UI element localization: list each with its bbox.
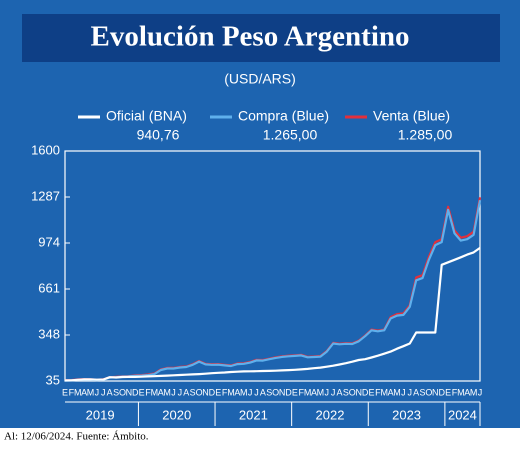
x-tick-label: D	[209, 387, 216, 397]
x-tick-label: F	[298, 387, 304, 397]
legend-label: Oficial (BNA)	[106, 108, 187, 124]
x-tick-label: A	[337, 387, 343, 397]
x-tick-label: M	[470, 387, 478, 397]
year-label: 2019	[86, 407, 115, 422]
title-banner	[22, 14, 500, 62]
x-tick-label: S	[420, 387, 426, 397]
x-tick-label: O	[196, 387, 203, 397]
x-tick-label: M	[87, 387, 95, 397]
x-tick-label: N	[432, 387, 439, 397]
legend-label: Compra (Blue)	[238, 108, 329, 124]
y-tick-label: 35	[46, 372, 60, 387]
x-tick-label: F	[69, 387, 75, 397]
year-label: 2022	[316, 407, 345, 422]
x-tick-label: S	[343, 387, 349, 397]
year-label: 2021	[239, 407, 268, 422]
legend-label: Venta (Blue)	[373, 108, 450, 124]
x-tick-label: O	[425, 387, 432, 397]
x-tick-label: N	[126, 387, 133, 397]
x-tick-label: E	[139, 387, 145, 397]
x-tick-label: F	[145, 387, 151, 397]
x-tick-label: J	[171, 387, 176, 397]
x-tick-label: F	[375, 387, 381, 397]
y-tick-label: 348	[38, 326, 60, 341]
legend-value: 940,76	[137, 127, 180, 143]
x-tick-label: E	[62, 387, 68, 397]
x-tick-label: M	[317, 387, 325, 397]
plot-frame	[64, 150, 481, 382]
x-tick-label: J	[95, 387, 100, 397]
x-tick-label: J	[254, 387, 259, 397]
x-tick-label: O	[272, 387, 279, 397]
x-tick-label: A	[311, 387, 317, 397]
x-tick-label: D	[285, 387, 292, 397]
x-tick-label: J	[325, 387, 330, 397]
y-tick-label: 1287	[31, 188, 60, 203]
x-tick-label: M	[151, 387, 159, 397]
x-tick-label: A	[388, 387, 394, 397]
x-tick-label: A	[158, 387, 164, 397]
year-label: 2020	[162, 407, 191, 422]
chart-title: Evolución Peso Argentino	[90, 21, 409, 53]
x-tick-label: F	[452, 387, 458, 397]
x-tick-label: M	[74, 387, 82, 397]
x-tick-label: O	[119, 387, 126, 397]
footer: Al: 12/06/2024. Fuente: Ámbito.	[4, 431, 149, 443]
legend-value: 1.265,00	[263, 127, 318, 143]
x-tick-label: E	[292, 387, 298, 397]
x-tick-label: N	[202, 387, 209, 397]
x-tick-label: D	[362, 387, 369, 397]
background	[0, 0, 520, 428]
x-tick-label: A	[81, 387, 87, 397]
y-tick-label: 1600	[31, 142, 60, 157]
x-tick-label: M	[457, 387, 465, 397]
x-tick-label: J	[101, 387, 106, 397]
y-tick-label: 974	[38, 234, 60, 249]
x-tick-label: E	[368, 387, 374, 397]
x-tick-label: A	[183, 387, 189, 397]
chart-subtitle: (USD/ARS)	[224, 71, 296, 87]
footer-background	[0, 428, 520, 446]
x-tick-label: A	[107, 387, 113, 397]
x-tick-label: M	[240, 387, 248, 397]
x-tick-label: S	[266, 387, 272, 397]
x-tick-label: N	[279, 387, 286, 397]
x-tick-label: E	[445, 387, 451, 397]
x-tick-label: J	[248, 387, 253, 397]
x-tick-label: A	[464, 387, 470, 397]
x-tick-label: J	[408, 387, 413, 397]
x-tick-label: A	[234, 387, 240, 397]
year-label: 2023	[392, 407, 421, 422]
x-tick-label: M	[227, 387, 235, 397]
x-tick-label: M	[163, 387, 171, 397]
x-tick-label: S	[190, 387, 196, 397]
x-tick-label: S	[113, 387, 119, 397]
x-tick-label: A	[413, 387, 419, 397]
line-2	[64, 247, 481, 382]
x-tick-label: J	[478, 387, 483, 397]
x-tick-label: A	[260, 387, 266, 397]
x-tick-label: M	[393, 387, 401, 397]
x-tick-label: M	[380, 387, 388, 397]
x-tick-label: J	[178, 387, 183, 397]
x-tick-label: J	[331, 387, 336, 397]
x-tick-label: D	[132, 387, 139, 397]
x-tick-label: E	[215, 387, 221, 397]
y-tick-label: 661	[38, 280, 60, 295]
year-label: 2024	[448, 407, 477, 422]
x-tick-label: F	[222, 387, 228, 397]
x-tick-label: N	[355, 387, 362, 397]
x-tick-label: O	[349, 387, 356, 397]
x-tick-label: D	[438, 387, 445, 397]
x-tick-label: M	[304, 387, 312, 397]
legend-value: 1.285,00	[398, 127, 453, 143]
x-tick-label: J	[401, 387, 406, 397]
